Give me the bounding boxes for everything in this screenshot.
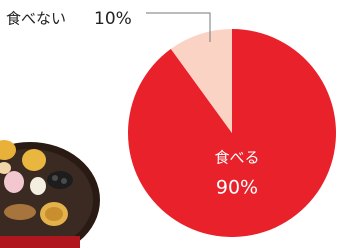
chart: 食べない 10% 食べる 90% bbox=[0, 0, 337, 248]
pie bbox=[128, 29, 336, 237]
slice-label: 食べない bbox=[6, 10, 66, 28]
slice-value-label: 10% bbox=[94, 9, 132, 29]
slice-value-label: 90% bbox=[216, 177, 258, 199]
food-illustration bbox=[0, 140, 100, 248]
slice-label: 食べる bbox=[214, 149, 259, 167]
